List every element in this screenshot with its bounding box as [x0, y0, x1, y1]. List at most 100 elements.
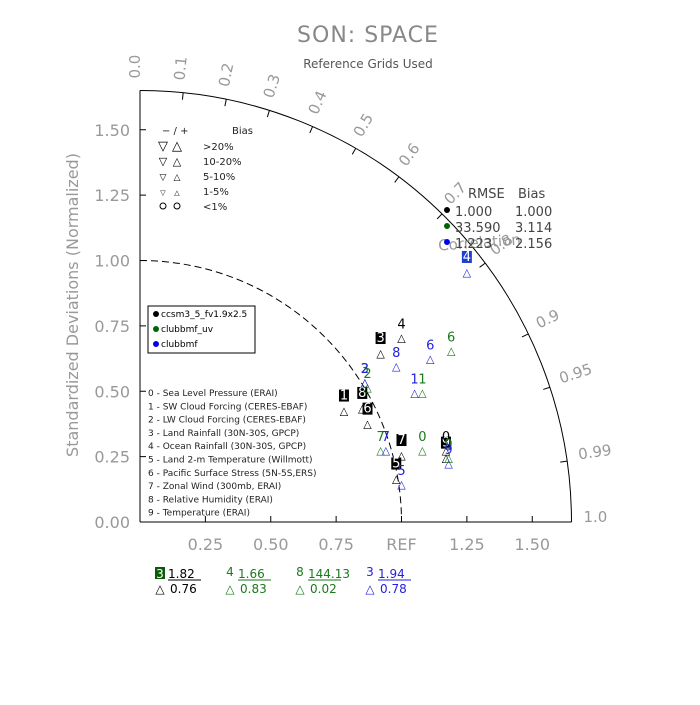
variable-legend-item: 0 - Sea Level Pressure (ERAI) [148, 389, 278, 399]
marker-bias-triangle: △ [361, 376, 370, 389]
model-legend-name: ccsm3_5_fv1.9x2.5 [161, 310, 247, 320]
correlation-tick [394, 176, 400, 183]
bias-value: 2.156 [515, 237, 552, 252]
y-tick-label: 0.00 [94, 513, 130, 532]
correlation-tick [543, 386, 551, 390]
variable-legend-item: 7 - Zonal Wind (300mb, ERAI) [148, 482, 281, 492]
variable-legend-item: 4 - Ocean Rainfall (30N-30S, GPCP) [148, 442, 306, 452]
marker-bias-triangle: △ [382, 444, 391, 457]
marker-bias-triangle: △ [363, 381, 372, 394]
marker-number-label: 5 [397, 464, 405, 479]
out-of-range-var: 3 [366, 565, 374, 579]
marker-bias-triangle: △ [418, 386, 427, 399]
out-of-range-var: 4 [226, 565, 234, 579]
marker-bias-triangle: △ [392, 473, 401, 486]
bias-legend-label: <1% [203, 202, 227, 213]
correlation-tick [436, 213, 443, 220]
bias-legend-header: Bias [232, 126, 253, 137]
out-of-range-triangle: △ [365, 582, 375, 596]
bias-value: 1.000 [515, 205, 552, 220]
marker-bias-triangle: △ [363, 418, 372, 431]
y-tick-label: 0.25 [94, 448, 130, 467]
marker-number-label: 6 [447, 330, 455, 345]
marker-number-label: 7 [382, 430, 390, 445]
out-of-range-value: 144.13 [308, 567, 350, 581]
marker-number-label: 9 [442, 436, 450, 451]
y-tick-label: 1.00 [94, 252, 130, 271]
marker-number-label: 1 [410, 372, 418, 387]
correlation-tick [560, 460, 568, 463]
correlation-tick [181, 92, 184, 100]
correlation-tick-label: 0.95 [557, 360, 594, 388]
marker-number-label: 7 [397, 433, 405, 448]
rmse-row-marker [444, 207, 450, 213]
marker-number-label: 1 [340, 389, 348, 404]
x-tick-label: 1.25 [449, 535, 485, 554]
variable-legend-item: 2 - LW Cloud Forcing (CERES-EBAF) [148, 416, 306, 426]
bias-header: Bias [518, 187, 545, 202]
marker-bias-triangle: △ [447, 344, 456, 357]
marker-bias-triangle: △ [361, 376, 370, 389]
marker-number-box [461, 250, 472, 263]
marker-bias-triangle: △ [340, 405, 349, 418]
marker-number-label: 9 [444, 443, 452, 458]
correlation-tick-label: 1.0 [583, 508, 607, 526]
rmse-row-marker [444, 223, 450, 229]
out-of-range-value: 1.82 [168, 567, 195, 581]
chart-title: SON: SPACE [297, 23, 439, 48]
out-of-range-corr: 0.02 [310, 582, 337, 596]
marker-number-label: 7 [376, 430, 384, 445]
out-of-range-corr: 0.83 [240, 582, 267, 596]
bias-legend-up-triangle-icon: △ [173, 155, 182, 168]
marker-number-box [357, 386, 368, 399]
out-of-range-value: 1.66 [238, 567, 265, 581]
correlation-tick [479, 262, 486, 268]
marker-bias-triangle: △ [426, 352, 435, 365]
bias-legend-down-triangle-icon: ▽ [159, 155, 168, 168]
out-of-range-triangle: △ [225, 582, 235, 596]
model-legend-box [147, 305, 256, 354]
marker-number-label: 2 [363, 367, 371, 382]
model-legend-name: clubbmf_uv [161, 325, 214, 335]
correlation-tick [351, 148, 357, 155]
correlation-tick-label: 0.6 [395, 140, 424, 170]
correlation-tick [521, 333, 529, 338]
x-tick-label: REF [386, 535, 416, 554]
variable-legend-item: 5 - Land 2-m Temperature (Willmott) [148, 456, 313, 466]
marker-bias-triangle: △ [418, 444, 427, 457]
bias-legend-label: 5-10% [203, 172, 235, 183]
legends: − / + Bias ▽ △ >20% ▽ △ 10-20% ▽ △ 5-10% ▽ △ 1-5% <1% R… [147, 126, 552, 596]
marker-bias-triangle: △ [392, 360, 401, 373]
rmse-header: RMSE [468, 187, 505, 202]
marker-number-label: 3 [361, 362, 369, 377]
marker-number-box [440, 436, 451, 449]
x-tick-label: 0.25 [188, 535, 224, 554]
out-of-range-corr: 0.78 [380, 582, 407, 596]
out-of-range-box [155, 567, 165, 579]
out-of-range-triangle: △ [295, 582, 305, 596]
bias-legend-circle-icon [159, 202, 167, 210]
bias-legend-circle-icon [173, 202, 181, 210]
model-legend-marker [153, 341, 159, 347]
marker-number-box [362, 402, 373, 415]
marker-number-box [375, 332, 386, 345]
out-of-range-var: 3 [156, 567, 164, 581]
y-tick-label: 0.50 [94, 382, 130, 401]
x-tick-label: 0.75 [318, 535, 354, 554]
out-of-range-value: 1.94 [378, 567, 405, 581]
variable-legend-item: 9 - Temperature (ERAI) [148, 509, 250, 519]
correlation-tick-label: 0.9 [533, 306, 562, 333]
marker-bias-triangle: △ [444, 457, 453, 470]
x-tick-label: 1.50 [514, 535, 550, 554]
marker-number-label: 1 [418, 372, 426, 387]
marker-number-box [396, 434, 407, 447]
marker-number-label: 5 [392, 457, 400, 472]
marker-number-label: 8 [392, 346, 400, 361]
marker-bias-triangle: △ [376, 347, 385, 360]
marker-number-label: 4 [463, 250, 471, 265]
rmse-value: 33.590 [455, 221, 501, 236]
rmse-value: 1.223 [455, 237, 492, 252]
model-legend-marker [153, 326, 159, 332]
bias-legend-label: 10-20% [203, 157, 242, 168]
